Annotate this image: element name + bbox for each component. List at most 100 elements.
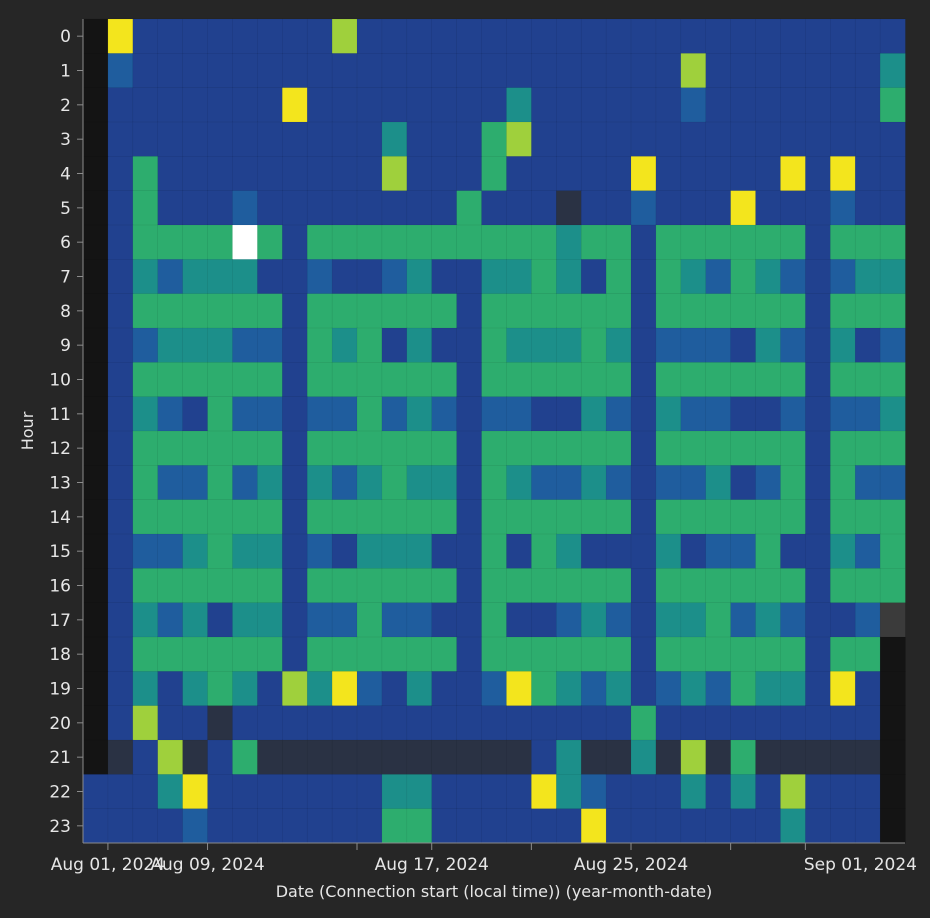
heatmap-cell <box>580 533 607 569</box>
heatmap-cell <box>157 224 184 260</box>
heatmap-cell <box>879 705 906 741</box>
heatmap-cell <box>879 808 906 844</box>
heatmap-cell <box>431 18 458 54</box>
heatmap-cell <box>232 568 259 604</box>
heatmap-cell <box>805 87 831 123</box>
heatmap-cell <box>257 465 283 501</box>
heatmap-cell <box>655 224 682 260</box>
heatmap-cell <box>331 568 358 604</box>
heatmap-cell <box>605 705 632 741</box>
heatmap-cell <box>406 533 433 569</box>
heatmap-cell <box>331 362 358 398</box>
heatmap-cell <box>356 808 383 844</box>
heatmap-cell <box>605 430 632 466</box>
heatmap-cell <box>132 121 159 157</box>
heatmap-cell <box>157 808 184 844</box>
heatmap-cell <box>381 53 408 89</box>
heatmap-cell <box>730 499 757 535</box>
heatmap-cell <box>306 190 333 226</box>
heatmap-cell <box>331 18 358 54</box>
heatmap-cell <box>830 774 856 810</box>
heatmap-cell <box>82 808 109 844</box>
heatmap-cells <box>82 18 906 844</box>
heatmap-cell <box>356 671 383 707</box>
heatmap-cell <box>107 87 134 123</box>
heatmap-cell <box>306 87 333 123</box>
heatmap-cell <box>805 259 831 295</box>
heatmap-cell <box>830 259 856 295</box>
heatmap-cell <box>605 396 632 432</box>
heatmap-cell <box>132 705 159 741</box>
heatmap-cell <box>132 18 159 54</box>
heatmap-cell <box>481 465 508 501</box>
heatmap-cell <box>107 533 134 569</box>
heatmap-cell <box>580 808 607 844</box>
heatmap-cell <box>406 224 433 260</box>
heatmap-cell <box>182 121 209 157</box>
heatmap-cell <box>531 705 557 741</box>
heatmap-cell <box>605 362 632 398</box>
heatmap-cell <box>257 190 283 226</box>
heatmap-cell <box>705 53 732 89</box>
heatmap-cell <box>780 87 807 123</box>
heatmap-cell <box>680 293 707 329</box>
heatmap-cell <box>655 602 682 638</box>
heatmap-cell <box>879 568 906 604</box>
heatmap-cell <box>680 568 707 604</box>
heatmap-cell <box>755 533 782 569</box>
heatmap-cell <box>680 602 707 638</box>
heatmap-cell <box>257 53 283 89</box>
heatmap-cell <box>132 362 159 398</box>
heatmap-cell <box>107 156 134 192</box>
heatmap-cell <box>82 499 109 535</box>
heatmap-cell <box>854 259 881 295</box>
heatmap-cell <box>82 190 109 226</box>
heatmap-cell <box>107 739 134 775</box>
heatmap-cell <box>356 774 383 810</box>
heatmap-cell <box>481 705 508 741</box>
heatmap-cell <box>680 190 707 226</box>
heatmap-cell <box>331 259 358 295</box>
heatmap-cell <box>207 808 234 844</box>
heatmap-cell <box>82 396 109 432</box>
heatmap-cell <box>830 18 856 54</box>
heatmap-cell <box>805 224 831 260</box>
heatmap-cell <box>481 430 508 466</box>
heatmap-cell <box>730 293 757 329</box>
heatmap-cell <box>755 739 782 775</box>
heatmap-cell <box>730 774 757 810</box>
heatmap-cell <box>406 18 433 54</box>
heatmap-cell <box>830 430 856 466</box>
heatmap-cell <box>531 190 557 226</box>
heatmap-cell <box>406 636 433 672</box>
heatmap-cell <box>531 808 557 844</box>
heatmap-cell <box>605 156 632 192</box>
heatmap-cell <box>481 396 508 432</box>
heatmap-cell <box>406 774 433 810</box>
heatmap-cell <box>107 671 134 707</box>
heatmap-cell <box>157 190 184 226</box>
heatmap-cell <box>854 224 881 260</box>
y-tick-label: 1 <box>60 62 71 82</box>
heatmap-cell <box>431 774 458 810</box>
y-axis-title: Hour <box>18 411 37 450</box>
heatmap-cell <box>381 259 408 295</box>
heatmap-cell <box>207 156 234 192</box>
heatmap-cell <box>481 739 508 775</box>
heatmap-cell <box>232 53 259 89</box>
heatmap-cell <box>257 121 283 157</box>
heatmap-cell <box>431 53 458 89</box>
heatmap-cell <box>331 53 358 89</box>
heatmap-cell <box>556 53 582 89</box>
heatmap-cell <box>805 465 831 501</box>
heatmap-cell <box>854 362 881 398</box>
heatmap-cell <box>481 808 508 844</box>
heatmap-cell <box>481 774 508 810</box>
heatmap-cell <box>630 739 657 775</box>
heatmap-cell <box>655 430 682 466</box>
heatmap-cell <box>456 774 483 810</box>
heatmap-cell <box>854 671 881 707</box>
heatmap-cell <box>132 87 159 123</box>
heatmap-cell <box>232 18 259 54</box>
